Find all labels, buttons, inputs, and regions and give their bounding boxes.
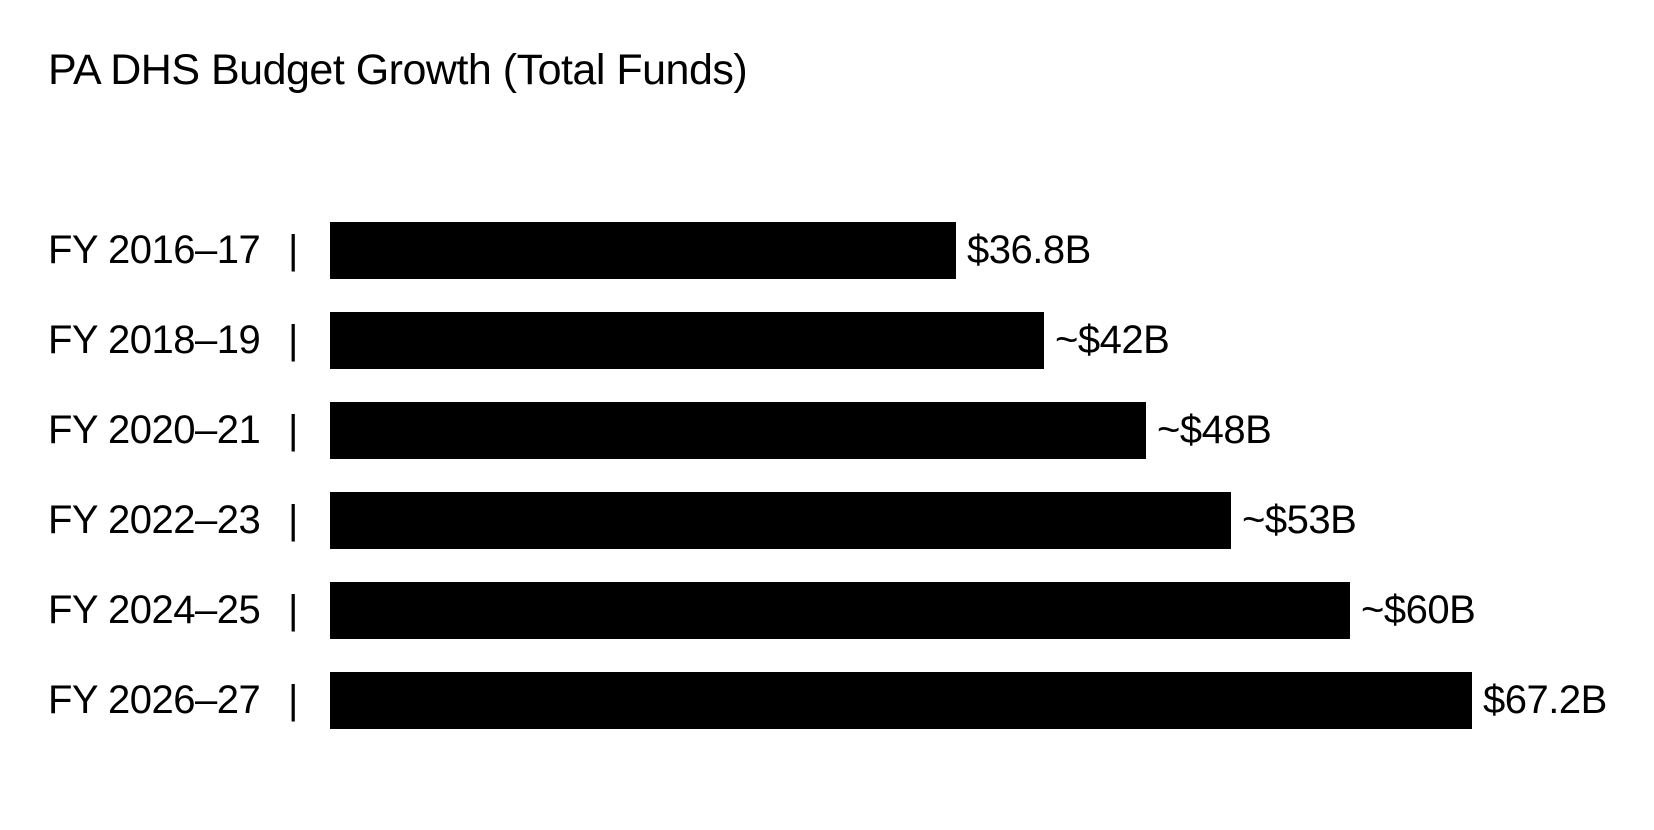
bar-row: FY 2026–27 | $67.2B — [48, 655, 1654, 745]
chart-title: PA DHS Budget Growth (Total Funds) — [48, 46, 748, 94]
value-label: ~$60B — [1361, 587, 1476, 632]
bar — [330, 401, 1146, 459]
category-label: FY 2016–17 — [48, 227, 261, 272]
axis-tick-separator: | — [288, 317, 299, 362]
category-label: FY 2026–27 — [48, 677, 261, 722]
bar-row: FY 2022–23 | ~$53B — [48, 475, 1654, 565]
value-label: $67.2B — [1483, 677, 1607, 722]
value-label: ~$48B — [1157, 407, 1272, 452]
axis-tick-separator: | — [288, 227, 299, 272]
bar — [330, 581, 1350, 639]
axis-tick-separator: | — [288, 677, 299, 722]
category-label: FY 2022–23 — [48, 497, 261, 542]
value-label: ~$53B — [1242, 497, 1357, 542]
bar-row: FY 2024–25 | ~$60B — [48, 565, 1654, 655]
bar-chart-plot-area: FY 2016–17 | $36.8B FY 2018–19 | ~$42B F… — [48, 205, 1654, 745]
bar — [330, 311, 1044, 369]
category-label: FY 2024–25 — [48, 587, 261, 632]
value-label: ~$42B — [1055, 317, 1170, 362]
bar-row: FY 2016–17 | $36.8B — [48, 205, 1654, 295]
category-label: FY 2018–19 — [48, 317, 261, 362]
bar-row: FY 2020–21 | ~$48B — [48, 385, 1654, 475]
bar — [330, 491, 1231, 549]
category-label: FY 2020–21 — [48, 407, 261, 452]
value-label: $36.8B — [967, 227, 1091, 272]
bar-row: FY 2018–19 | ~$42B — [48, 295, 1654, 385]
axis-tick-separator: | — [288, 587, 299, 632]
bar — [330, 671, 1472, 729]
axis-tick-separator: | — [288, 497, 299, 542]
bar — [330, 221, 956, 279]
axis-tick-separator: | — [288, 407, 299, 452]
